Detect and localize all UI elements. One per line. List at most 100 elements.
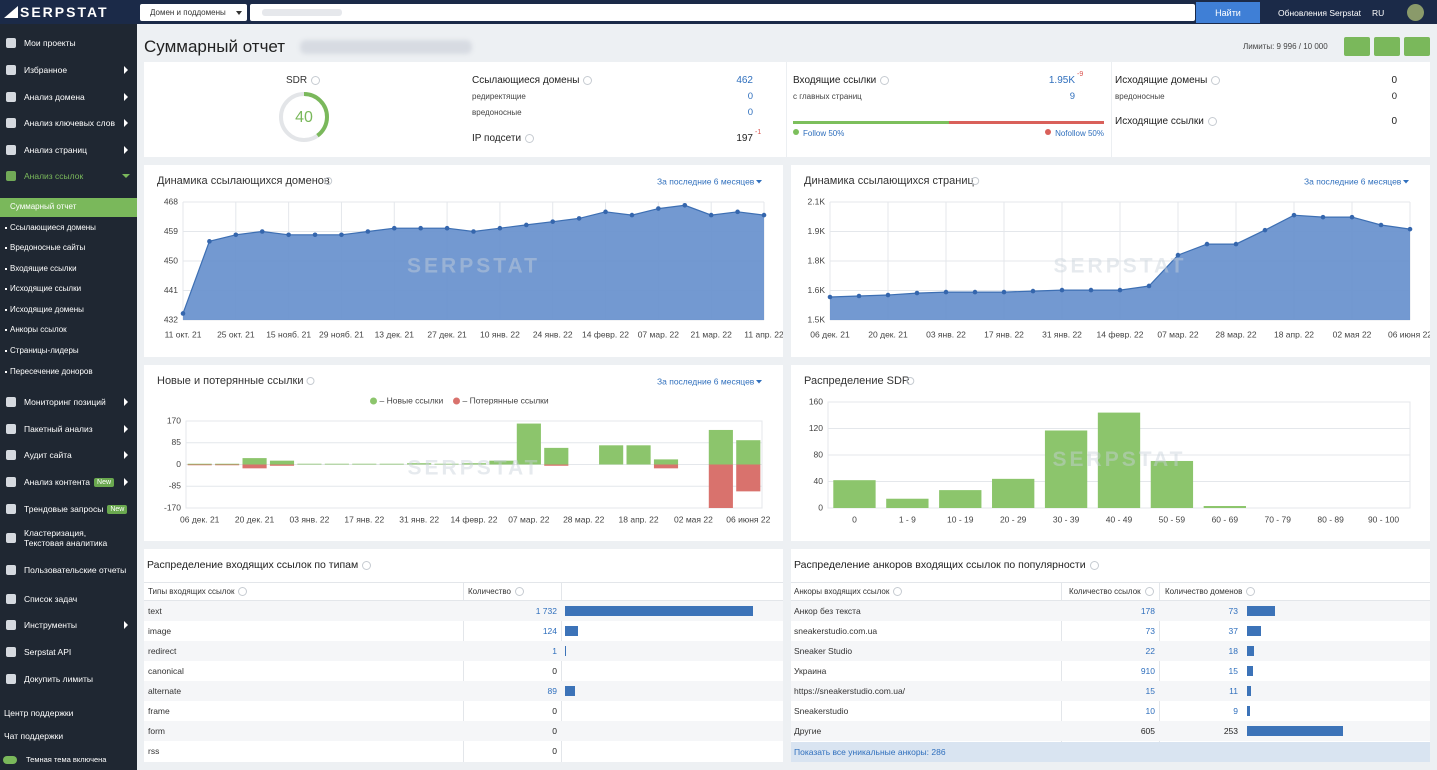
bar: [187, 463, 212, 465]
x-tick-label: 07 мар. 22: [638, 329, 680, 339]
submenu-item[interactable]: Входящие ссылки: [10, 264, 77, 273]
menu-item[interactable]: Инструменты: [24, 619, 136, 631]
menu-item[interactable]: Пользовательские отчеты: [24, 564, 136, 576]
y-tick-label: 432: [164, 314, 178, 324]
menu-label: Анализ ссылок: [24, 171, 84, 181]
count-cell: 1 732: [535, 606, 557, 616]
chart: Динамика ссылающихся страниц За последние…: [804, 175, 1430, 339]
menu-label: Список задач: [24, 594, 78, 604]
menu-label: Инструменты: [24, 620, 78, 630]
chart-card: Распределение SDR 0 40 80 120 160 0 1 - 9 10 - 1…: [791, 365, 1430, 541]
menu-label: Анализ ключевых слов: [24, 118, 115, 128]
submenu-item[interactable]: Анкоры ссылок: [10, 325, 67, 334]
menu-item[interactable]: Список задач: [24, 593, 136, 605]
point: [576, 216, 582, 221]
sidebar-footer-link[interactable]: Центр поддержки: [4, 708, 74, 718]
y-tick-label: 0: [176, 459, 181, 469]
column-divider: [1159, 582, 1160, 742]
point: [259, 229, 265, 234]
bullet: [5, 371, 7, 373]
x-tick-label: 10 янв. 22: [480, 329, 520, 339]
watermark: SERPSTAT: [1053, 448, 1186, 471]
y-tick-label: 1.8K: [808, 255, 826, 265]
domains-cell: 73: [1228, 606, 1238, 616]
show-all-link[interactable]: Показать все уникальные анкоры: 286: [794, 747, 946, 757]
period-dropdown[interactable]: За последние 6 месяцев: [1304, 176, 1402, 186]
point: [550, 219, 556, 224]
search-button[interactable]: Найти: [1196, 2, 1260, 23]
submenu-item[interactable]: Страницы-лидеры: [10, 346, 79, 355]
table-bar: [1247, 686, 1252, 696]
menu-label: Аудит сайта: [24, 450, 72, 460]
point: [735, 209, 740, 215]
sdr-label: SDR: [286, 75, 321, 86]
info-icon: [324, 177, 333, 185]
language-switch[interactable]: RU: [1372, 8, 1385, 18]
submenu-item[interactable]: Пересечение доноров: [10, 367, 93, 376]
sidebar-footer-link[interactable]: Чат поддержки: [4, 731, 64, 741]
caret-right: [124, 93, 128, 101]
info-icon: [1144, 587, 1154, 597]
menu-item[interactable]: Кластеризация, Текстовая аналитика: [24, 528, 108, 548]
info-icon: [514, 587, 524, 597]
submenu-item[interactable]: Вредоносные сайты: [10, 243, 86, 252]
point: [207, 239, 212, 244]
menu-item[interactable]: Трендовые запросы New: [24, 503, 136, 515]
x-tick-label: 06 июня 22: [1388, 329, 1430, 339]
menu-item[interactable]: Мои проекты: [24, 37, 136, 49]
count-cell: 0: [552, 726, 557, 736]
metric-label: Исходящие домены: [1115, 75, 1221, 86]
avatar[interactable]: [1407, 4, 1424, 21]
menu-item[interactable]: Пакетный анализ: [24, 423, 136, 435]
menu-label: Serpstat API: [24, 647, 72, 657]
bar: [626, 445, 651, 465]
header-button[interactable]: [1404, 37, 1430, 56]
search-type: Домен и поддомены: [150, 8, 226, 17]
logo: SERPSTAT: [20, 4, 109, 20]
period-dropdown[interactable]: За последние 6 месяцев: [657, 376, 755, 386]
menu-item[interactable]: Анализ страниц: [24, 144, 136, 156]
bar: [599, 445, 624, 465]
period-dropdown[interactable]: За последние 6 месяцев: [657, 176, 755, 186]
column-divider: [561, 582, 562, 762]
info-icon: [306, 377, 315, 385]
menu-label: Мои проекты: [24, 38, 76, 48]
links-cell: 178: [1140, 606, 1155, 616]
menu-item[interactable]: Serpstat API: [24, 646, 136, 658]
submenu-item[interactable]: Суммарный отчет: [10, 202, 77, 211]
submenu-item[interactable]: Исходящие домены: [10, 305, 84, 314]
submenu-item[interactable]: Ссылающиеся домены: [10, 223, 96, 232]
menu-item[interactable]: Анализ ключевых слов: [24, 117, 136, 129]
anchor-cell: Sneakerstudio: [794, 706, 849, 716]
sidebar-footer-link[interactable]: Темная тема включена: [26, 755, 107, 764]
submenu-item[interactable]: Исходящие ссылки: [10, 284, 82, 293]
menu-item[interactable]: Аудит сайта: [24, 449, 136, 461]
domains-cell: 253: [1223, 726, 1238, 736]
menu-item[interactable]: Анализ ссылок: [24, 170, 136, 182]
x-tick-label: 03 янв. 22: [926, 329, 966, 339]
table-header-row: [791, 582, 1430, 601]
plot-frame: [185, 420, 763, 509]
y-tick-label: 441: [164, 285, 178, 295]
x-tick-label: 02 мая 22: [1333, 329, 1372, 339]
menu-item[interactable]: Избранное: [24, 64, 136, 76]
search-type-dropdown[interactable]: Домен и поддомены: [140, 4, 247, 21]
caret-right: [124, 478, 128, 486]
search-input[interactable]: [250, 4, 1195, 21]
menu-item[interactable]: Мониторинг позиций: [24, 396, 136, 408]
nofollow-bar: [948, 121, 1104, 124]
point: [497, 225, 503, 231]
menu-item[interactable]: Анализ контента New: [24, 476, 136, 488]
updates-link[interactable]: Обновления Serpstat: [1278, 8, 1361, 18]
metric-value: 0: [1391, 116, 1397, 127]
x-tick-label: 50 - 59: [1159, 514, 1186, 524]
header-button[interactable]: [1374, 37, 1400, 56]
menu-item[interactable]: Докупить лимиты: [24, 673, 136, 685]
bar: [939, 490, 982, 508]
y-tick-label: 450: [164, 255, 178, 265]
header-button[interactable]: [1344, 37, 1370, 56]
metric-value: 197: [736, 133, 753, 144]
links-cell: 910: [1140, 666, 1155, 676]
menu-item[interactable]: Анализ домена: [24, 91, 136, 103]
